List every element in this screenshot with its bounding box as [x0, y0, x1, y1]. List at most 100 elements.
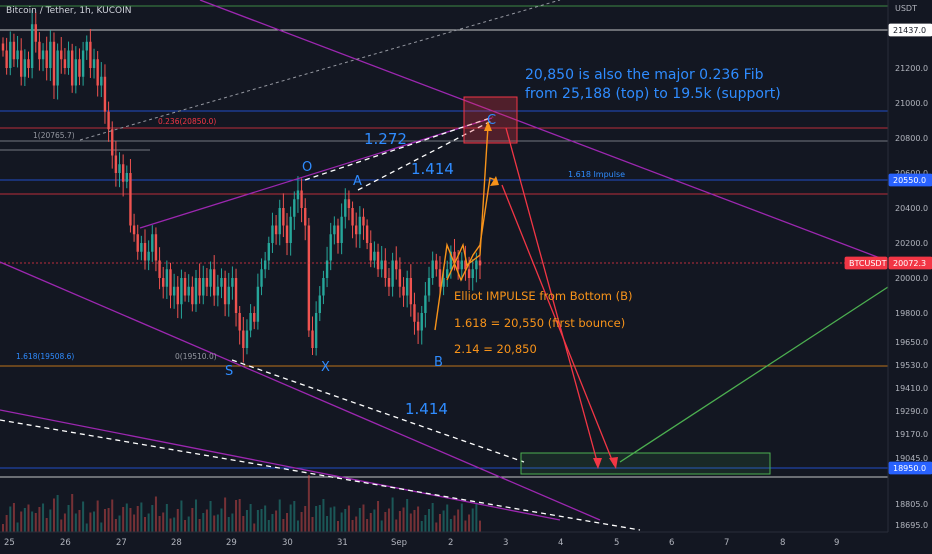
volume-bar	[23, 508, 26, 532]
volume-bar	[89, 512, 92, 532]
candle-body	[107, 111, 110, 130]
candle-body	[307, 225, 311, 331]
volume-bar	[173, 517, 176, 532]
candle-body	[442, 278, 445, 287]
candle-body	[431, 260, 434, 278]
candle-body	[267, 243, 271, 261]
candle-body	[169, 269, 172, 296]
volume-bar	[475, 502, 478, 532]
fib-0236-label: 0.236(20850.0)	[158, 117, 217, 126]
time-tick-label: 25	[4, 538, 15, 548]
channel-lower-line	[0, 261, 601, 521]
price-badge-label: 21437.0	[893, 26, 926, 35]
candle-body	[242, 330, 245, 348]
volume-bar	[468, 514, 471, 532]
volume-bar	[184, 520, 187, 532]
candle-body	[111, 129, 114, 156]
candle-body	[311, 330, 314, 348]
candle-body	[460, 260, 463, 270]
volume-bar	[424, 515, 427, 532]
candle-body	[41, 50, 45, 60]
red-arrow-2	[501, 184, 615, 466]
price-tick-label: 19170.0	[895, 430, 928, 439]
price-tick-label: 20800.0	[895, 134, 928, 143]
volume-bar	[340, 512, 343, 532]
volume-bar	[264, 505, 267, 532]
time-tick-label: 29	[226, 538, 237, 548]
candle-body	[344, 199, 347, 217]
impulse-1618-line-label: 1.618 Impulse	[568, 170, 626, 179]
candle-body	[20, 50, 23, 77]
volume-bar	[12, 503, 15, 532]
dashed-line-1272	[304, 116, 494, 181]
candle-body	[191, 286, 194, 305]
wedge-lower-line	[0, 409, 561, 521]
volume-bar	[158, 516, 161, 532]
price-tick-label: 19410.0	[895, 384, 928, 393]
volume-bar	[438, 514, 441, 532]
candle-body	[395, 260, 398, 270]
volume-bar	[304, 506, 307, 532]
volume-bar	[369, 513, 372, 532]
volume-bar	[56, 495, 59, 532]
fib-1618-label: 1.618(19508.6)	[16, 352, 75, 361]
volume-bar	[238, 499, 241, 532]
wave-label-x: X	[321, 360, 330, 375]
ratio-1414-bottom-label: 1.414	[405, 400, 448, 418]
red-arrowhead-2	[609, 457, 618, 469]
price-badge-label: BTCUSDT	[849, 259, 887, 268]
candle-body	[416, 321, 420, 331]
candle-body	[216, 286, 220, 296]
volume-bar	[315, 506, 318, 532]
volume-bar	[191, 508, 194, 532]
dashed-line-lower	[0, 419, 641, 531]
candle-body	[12, 41, 16, 60]
grid-layer	[0, 5, 888, 478]
candle-body	[162, 278, 165, 287]
volume-bar	[380, 520, 383, 532]
candle-body	[405, 278, 409, 296]
time-tick-label: 3	[503, 538, 508, 548]
volume-bar	[336, 521, 339, 532]
candle-body	[16, 50, 19, 60]
price-badge	[888, 256, 932, 270]
candle-body	[413, 304, 416, 322]
candle-body	[154, 234, 158, 261]
wave-label-b: B	[434, 355, 443, 370]
candle-body	[322, 278, 325, 296]
volume-bar	[213, 515, 216, 532]
candle-body	[285, 225, 289, 243]
fib-note-line1: 20,850 is also the major 0.236 Fib	[525, 67, 764, 83]
candle-body	[23, 59, 27, 77]
candle-body	[176, 286, 179, 305]
volume-bar	[16, 522, 19, 532]
volume-bar	[227, 517, 230, 532]
price-badge-label: 20550.0	[893, 176, 926, 185]
candle-body	[238, 313, 241, 331]
price-tick-label: 20000.0	[895, 274, 928, 283]
candle-body	[304, 208, 307, 226]
volume-bar	[144, 517, 147, 532]
dashed-line-1414-top	[357, 119, 494, 191]
candle-body	[362, 216, 365, 226]
candle-body	[380, 260, 383, 270]
volume-bar	[271, 514, 274, 532]
volume-bar	[231, 513, 234, 532]
time-tick-label: 6	[669, 538, 674, 548]
dashed-line-1414-bottom	[231, 359, 525, 463]
candle-body	[369, 243, 372, 261]
volume-bar	[373, 509, 376, 532]
time-tick-label: 30	[282, 538, 293, 548]
volume-bar	[471, 508, 474, 532]
candle-body	[92, 59, 96, 68]
candle-body	[260, 269, 263, 287]
volume-bar	[151, 505, 154, 532]
volume-bar	[100, 522, 103, 532]
volume-bar	[209, 501, 212, 532]
volume-bar	[286, 513, 289, 532]
candle-body	[147, 251, 150, 261]
volume-bar	[176, 509, 179, 532]
